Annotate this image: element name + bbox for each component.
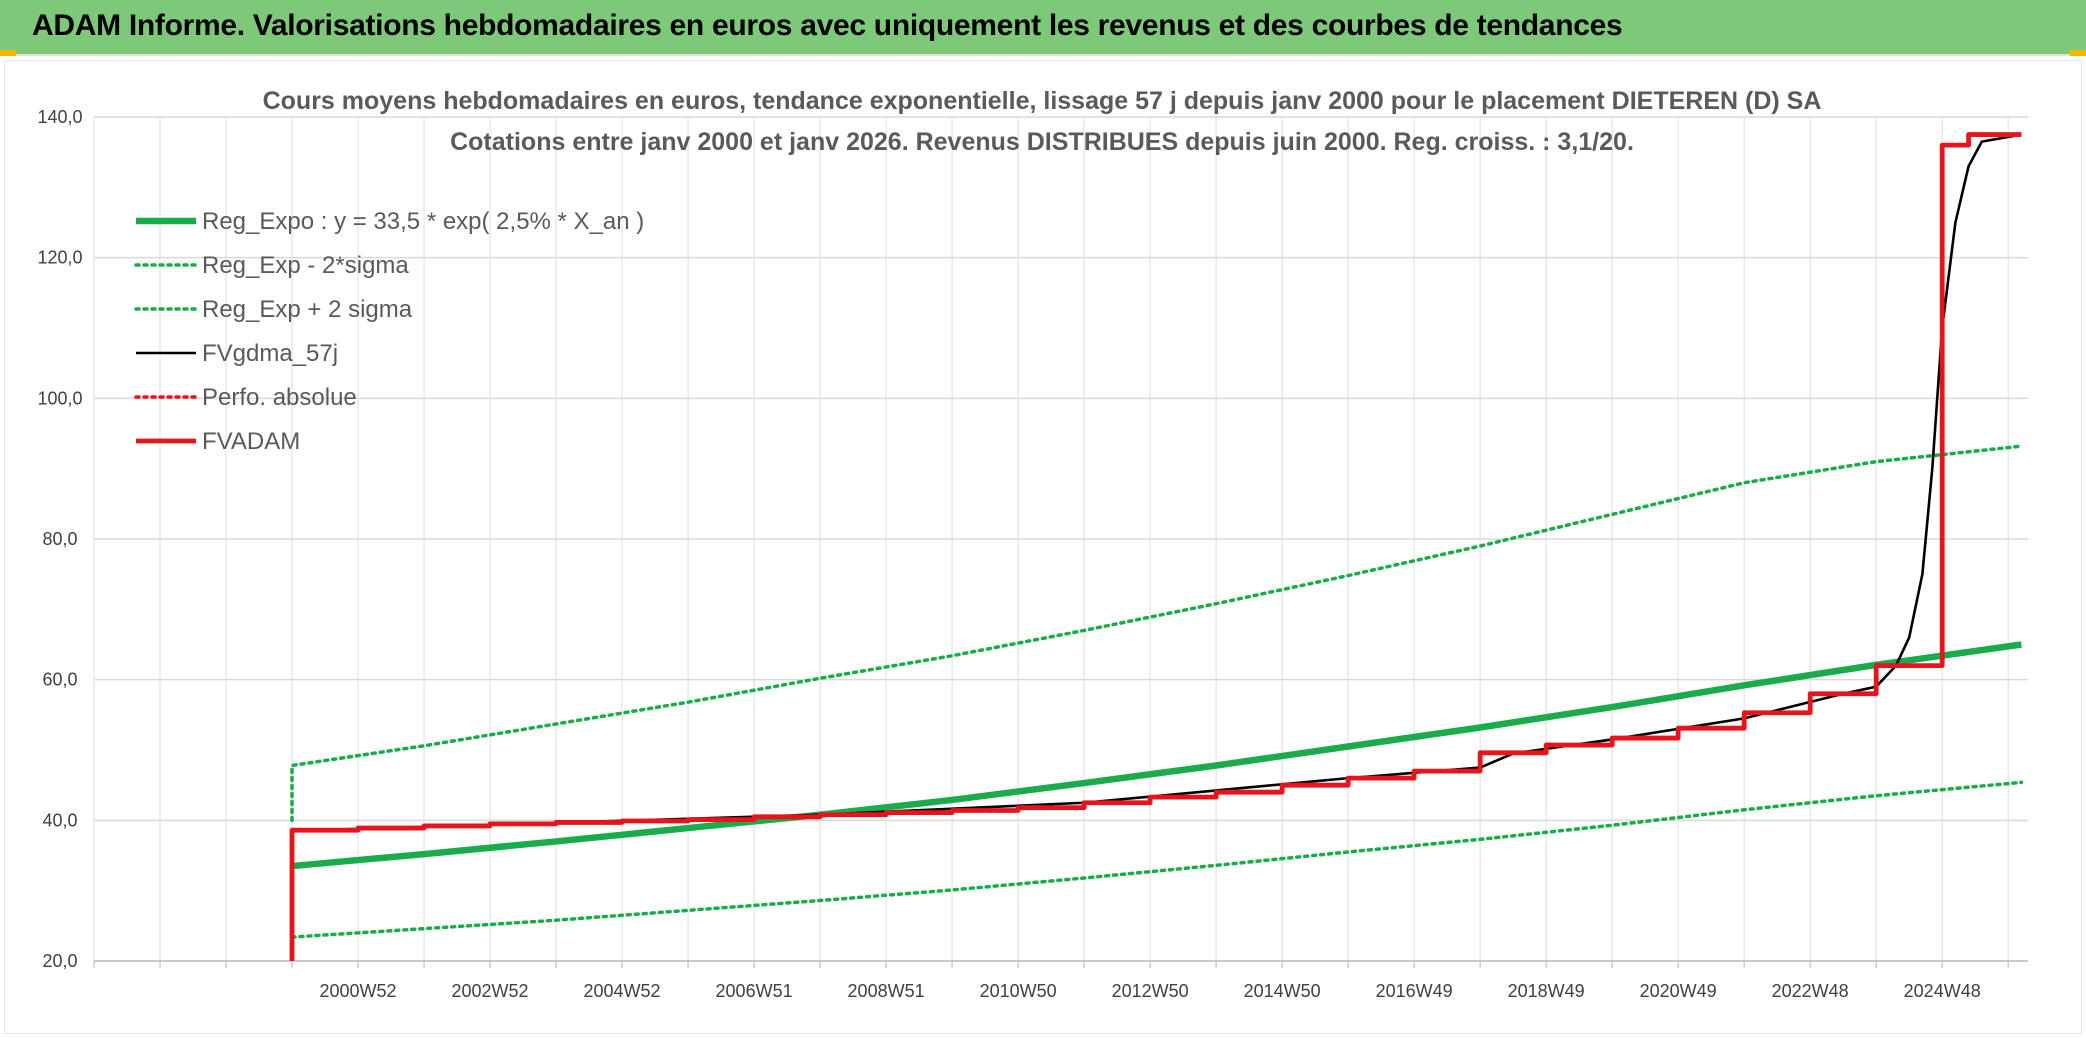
x-tick-label: 2004W52 [584,981,661,1001]
x-tick-label: 2018W49 [1508,981,1585,1001]
x-tick-label: 2010W50 [980,981,1057,1001]
chart-title-line-1: Cours moyens hebdomadaires en euros, ten… [263,87,1822,115]
series-line-5 [289,132,2022,961]
header-banner: ADAM Informe. Valorisations hebdomadaire… [0,0,2086,56]
x-tick-label: 2012W50 [1112,981,1189,1001]
series-line-1 [290,780,2024,939]
x-tick-label: 2000W52 [319,981,396,1001]
y-tick-label: 100,0 [37,388,82,408]
x-tick-label: 2022W48 [1772,981,1849,1001]
x-tick-label: 2006W51 [716,981,793,1001]
y-tick-label: 20,0 [42,951,77,971]
x-tick-label: 2020W49 [1640,981,1717,1001]
banner-corner-left [0,50,16,56]
y-tick-label: 140,0 [37,107,82,127]
x-tick-label: 2014W50 [1244,981,1321,1001]
legend: Reg_Expo : y = 33,5 * exp( 2,5% * X_an )… [134,208,644,455]
page-title: ADAM Informe. Valorisations hebdomadaire… [32,9,1623,42]
series-line-3 [290,133,2022,961]
y-tick-label: 40,0 [42,810,77,830]
axes: 20,0 40,0 60,0 80,0 100,0 120,0 140,0 2000W52 20… [37,107,2028,1001]
legend-label-0: Reg_Expo : y = 33,5 * exp( 2,5% * X_an ) [202,208,644,235]
y-tick-label: 60,0 [42,670,77,690]
y-tick-label: 80,0 [42,529,77,549]
x-tick-label: 2002W52 [452,981,529,1001]
chart-title-line-2: Cotations entre janv 2000 et janv 2026. … [450,128,1634,156]
series-line-2 [290,444,2024,823]
legend-label-1: Reg_Exp - 2*sigma [202,252,409,279]
x-tick-label: 2024W48 [1904,981,1981,1001]
grid [93,116,2028,962]
chart-frame [4,60,2082,1034]
legend-label-2: Reg_Exp + 2 sigma [202,296,413,323]
legend-label-5: FVADAM [202,428,300,455]
x-tick-label: 2016W49 [1376,981,1453,1001]
y-tick-label: 120,0 [37,248,82,268]
series [289,132,2024,961]
legend-label-3: FVgdma_57j [202,340,338,367]
series-line-0 [291,641,2022,870]
banner-corner-right [2070,50,2086,56]
legend-label-4: Perfo. absolue [202,384,357,411]
x-tick-label: 2008W51 [848,981,925,1001]
